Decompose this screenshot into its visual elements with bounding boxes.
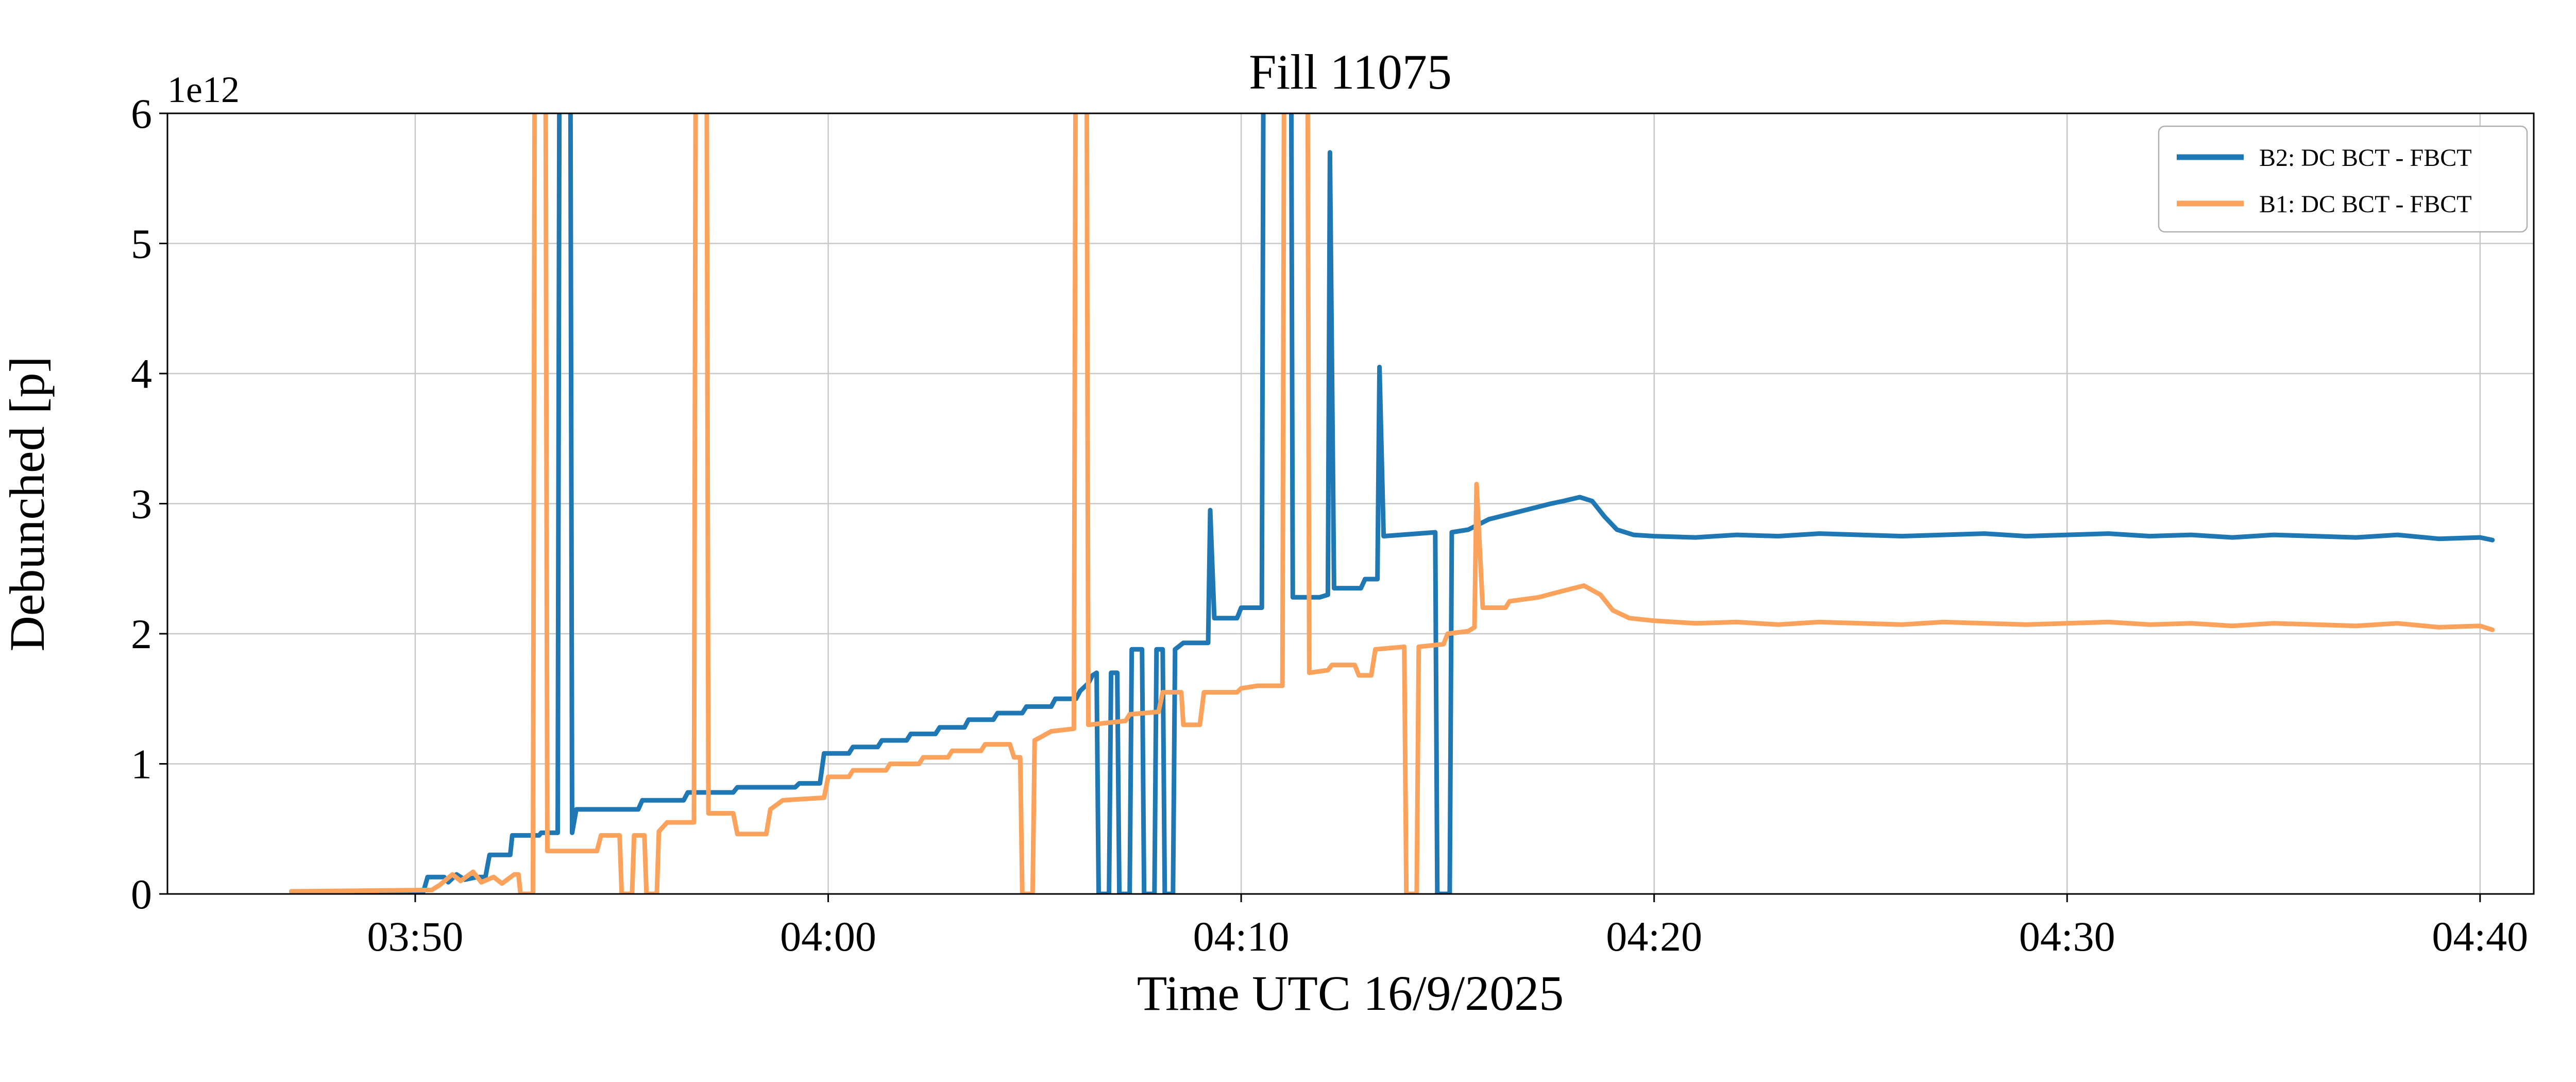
axes-layer: 03:50 04:00 04:10 04:20 04:30 04:40 0 1 2 3 4 5 6 <box>131 90 2535 960</box>
y-axis-offset-text: 1e12 <box>167 69 240 110</box>
x-tick-label: 04:20 <box>1606 913 1702 960</box>
y-tick-label: 0 <box>131 871 152 918</box>
x-tick-label: 04:10 <box>1193 913 1290 960</box>
legend-entry-label: B2: DC BCT - FBCT <box>2259 144 2472 172</box>
legend-entry-label: B1: DC BCT - FBCT <box>2259 191 2472 218</box>
y-tick-label: 4 <box>131 350 152 397</box>
x-tick-label: 04:40 <box>2432 913 2528 960</box>
x-axis-label: Time UTC 16/9/2025 <box>1137 966 1564 1021</box>
legend: B2: DC BCT - FBCT B1: DC BCT - FBCT <box>2158 125 2528 233</box>
legend-box <box>2158 125 2528 233</box>
series-line-b2 <box>289 113 2495 894</box>
chart-title: Fill 11075 <box>1249 44 1452 99</box>
x-tick-label: 04:30 <box>2019 913 2115 960</box>
y-tick-label: 1 <box>131 741 152 788</box>
y-tick-label: 2 <box>131 611 152 657</box>
x-tick-label: 03:50 <box>367 913 464 960</box>
y-tick-label: 5 <box>131 221 152 267</box>
y-tick-label: 6 <box>131 90 152 137</box>
series-layer <box>289 113 2495 894</box>
y-tick-label: 3 <box>131 481 152 528</box>
series-line-b1 <box>289 113 2495 894</box>
x-tick-label: 04:00 <box>780 913 876 960</box>
y-axis-label: Debunched [p] <box>0 356 55 651</box>
